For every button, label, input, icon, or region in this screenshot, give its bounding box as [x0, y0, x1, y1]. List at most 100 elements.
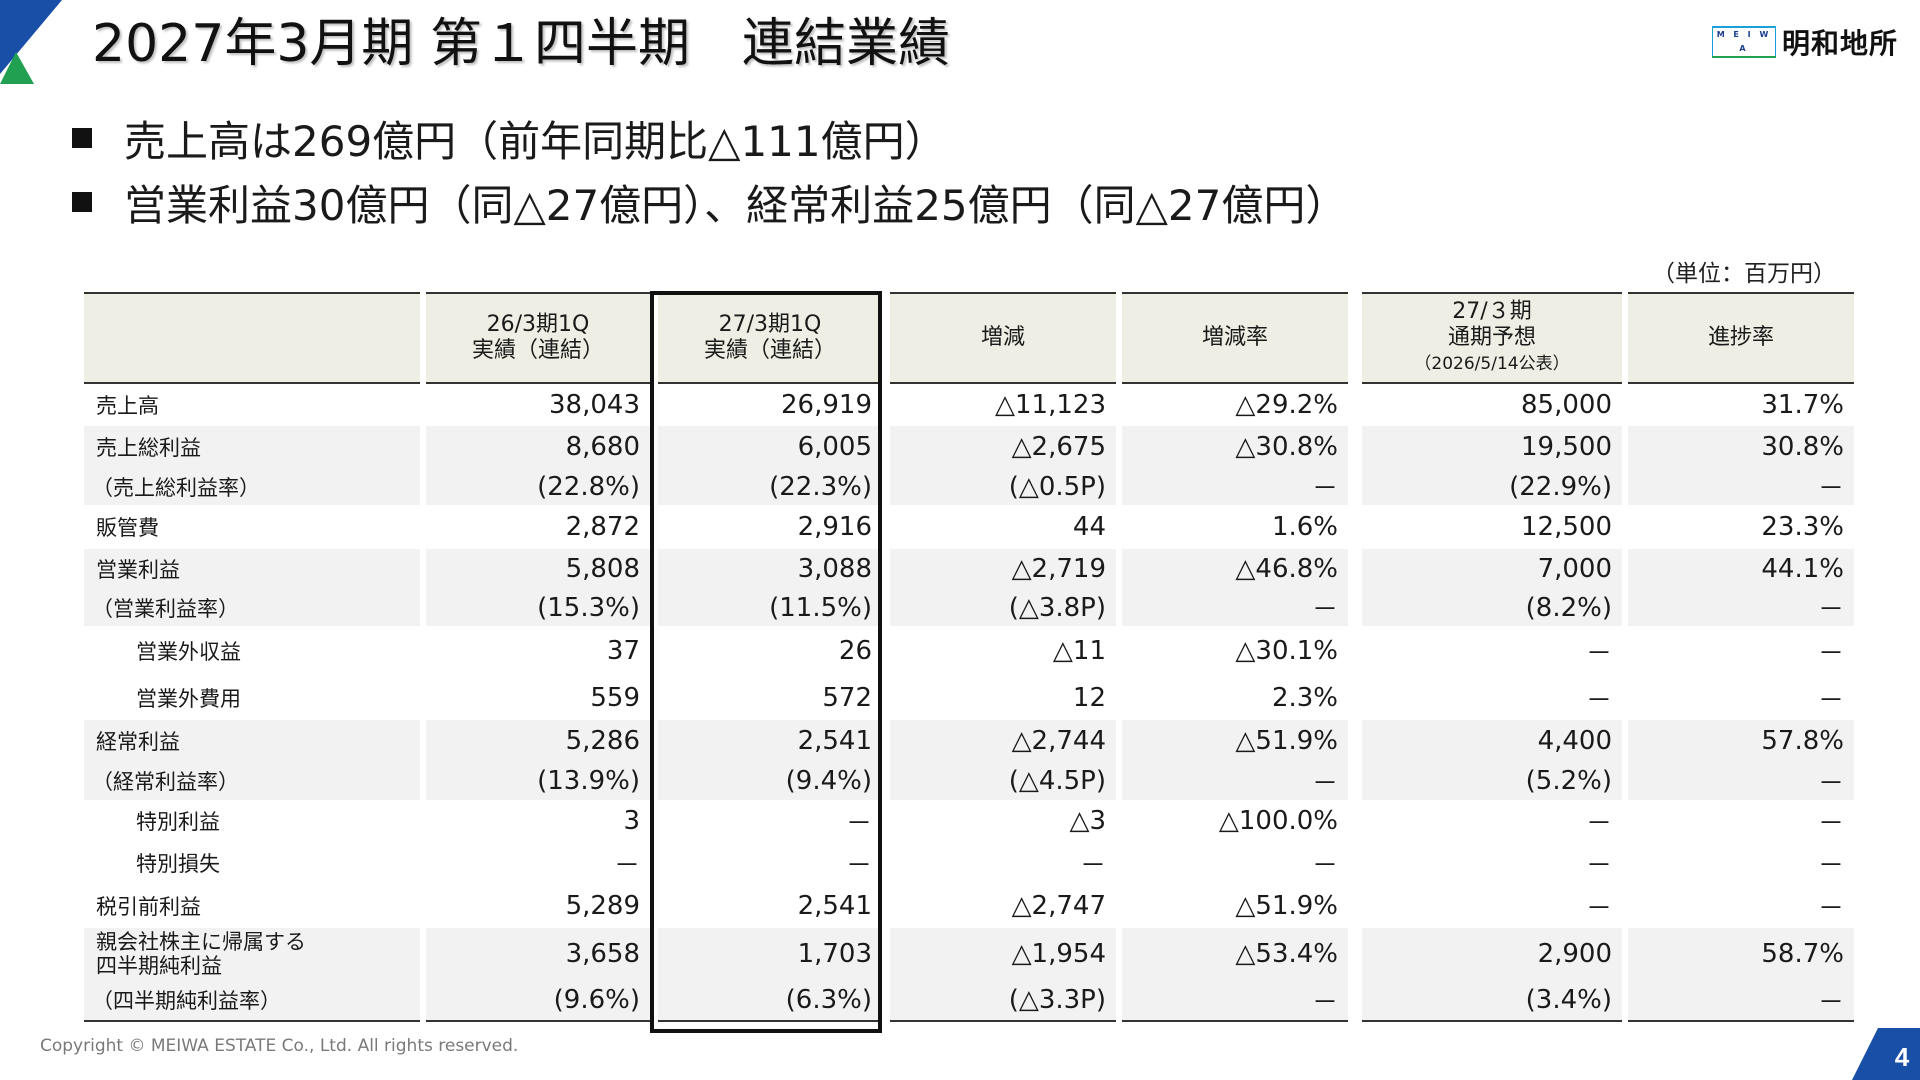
row-label: （営業利益率）	[84, 589, 420, 626]
header-change-rate: 増減率	[1122, 292, 1348, 384]
row-label: 販管費	[96, 516, 159, 540]
table-row: （営業利益率） (15.3%) (11.5%) (△3.8P) － (8.2%) －	[84, 589, 1854, 626]
table-cell: 2,541	[658, 720, 882, 762]
table-cell: △3	[1069, 806, 1106, 836]
corner-decoration	[0, 0, 62, 84]
table-cell: －	[1122, 468, 1348, 505]
table-cell: －	[613, 850, 640, 881]
table-cell: (3.4%)	[1362, 980, 1622, 1022]
table-cell: 12,500	[1521, 512, 1612, 542]
row-label: 特別利益	[136, 810, 220, 834]
table-cell: －	[1585, 638, 1612, 669]
table-cell: 2,900	[1362, 928, 1622, 980]
logo-mark-icon: M E I W A	[1711, 26, 1776, 58]
table-cell: －	[1817, 850, 1844, 881]
table-cell: 5,808	[426, 549, 650, 589]
table-cell: △1,954	[890, 928, 1116, 980]
table-cell: △11,123	[995, 390, 1106, 420]
table-cell: －	[1628, 468, 1854, 505]
table-cell: △51.9%	[1122, 720, 1348, 762]
table-cell: (11.5%)	[658, 589, 882, 626]
table-cell: 7,000	[1362, 549, 1622, 589]
table-cell: －	[1585, 893, 1612, 924]
row-label: 経常利益	[84, 720, 420, 762]
row-label: 売上高	[96, 394, 159, 418]
table-cell: △30.8%	[1122, 426, 1348, 468]
bullet-square-icon	[72, 128, 92, 148]
table-cell: 5,286	[426, 720, 650, 762]
row-label: （売上総利益率）	[84, 468, 420, 505]
table-row: 営業外収益 37 26 △11 △30.1% － －	[84, 626, 1854, 676]
table-cell: －	[845, 808, 872, 839]
table-cell: 38,043	[549, 390, 640, 420]
table-cell: －	[1585, 685, 1612, 716]
table-cell: －	[1628, 980, 1854, 1022]
table-cell: －	[1817, 893, 1844, 924]
table-cell: (9.4%)	[658, 762, 882, 800]
header-blank	[84, 292, 420, 384]
table-row: 税引前利益 5,289 2,541 △2,747 △51.9% － －	[84, 884, 1854, 928]
table-cell: 1.6%	[1271, 512, 1338, 542]
table-cell: －	[1079, 850, 1106, 881]
table-cell: 3	[623, 806, 640, 836]
table-cell: △100.0%	[1218, 806, 1338, 836]
bullet-sales: 売上高は269億円（前年同期比△111億円）	[72, 106, 1347, 170]
table-cell: (15.3%)	[426, 589, 650, 626]
table-cell: 2,916	[797, 512, 872, 542]
company-logo: M E I W A 明和地所	[1711, 24, 1898, 60]
header-forecast: 27/３期 通期予想 （2026/5/14公表）	[1362, 292, 1622, 384]
table-cell: 559	[590, 683, 640, 713]
results-table: 26/3期1Q 実績（連結） 27/3期1Q 実績（連結） 増減 増減率 27/３期…	[84, 292, 1854, 1022]
table-cell: 57.8%	[1628, 720, 1854, 762]
header-progress-rate: 進捗率	[1628, 292, 1854, 384]
table-cell: －	[1628, 762, 1854, 800]
table-cell: 44	[1072, 512, 1106, 542]
table-cell: 3,088	[658, 549, 882, 589]
row-label: 特別損失	[136, 852, 220, 876]
table-cell: －	[1585, 808, 1612, 839]
page-title: 2027年3月期 第１四半期 連結業績	[92, 14, 950, 74]
table-cell: △29.2%	[1235, 390, 1338, 420]
summary-bullets: 売上高は269億円（前年同期比△111億円） 営業利益30億円（同△27億円）、…	[72, 106, 1347, 234]
table-cell: 1,703	[658, 928, 882, 980]
table-cell: －	[1122, 980, 1348, 1022]
table-cell: －	[1311, 850, 1338, 881]
table-cell: 572	[822, 683, 872, 713]
row-label: 税引前利益	[96, 895, 201, 919]
table-cell: 12	[1072, 683, 1106, 713]
table-cell: (△3.3P)	[890, 980, 1116, 1022]
table-cell: (5.2%)	[1362, 762, 1622, 800]
table-cell: 26,919	[781, 390, 872, 420]
table-cell: (22.8%)	[426, 468, 650, 505]
table-cell: (△3.8P)	[890, 589, 1116, 626]
table-cell: 37	[606, 636, 640, 666]
table-cell: －	[1585, 850, 1612, 881]
table-cell: －	[1628, 589, 1854, 626]
table-cell: (8.2%)	[1362, 589, 1622, 626]
table-cell: (22.9%)	[1362, 468, 1622, 505]
table-cell: 30.8%	[1628, 426, 1854, 468]
table-cell: 4,400	[1362, 720, 1622, 762]
table-cell: 31.7%	[1761, 390, 1844, 420]
table-cell: (22.3%)	[658, 468, 882, 505]
bullet-profit: 営業利益30億円（同△27億円）、経常利益25億円（同△27億円）	[72, 170, 1347, 234]
table-cell: 26	[838, 636, 872, 666]
table-cell: (△0.5P)	[890, 468, 1116, 505]
table-cell: 19,500	[1362, 426, 1622, 468]
table-cell: △2,719	[890, 549, 1116, 589]
table-row: 親会社株主に帰属する 四半期純利益 3,658 1,703 △1,954 △53.4%…	[84, 928, 1854, 980]
table-cell: 3,658	[426, 928, 650, 980]
table-cell: －	[1817, 638, 1844, 669]
table-cell: △46.8%	[1122, 549, 1348, 589]
table-cell: 8,680	[426, 426, 650, 468]
row-label: 売上総利益	[84, 426, 420, 468]
table-row: 経常利益 5,286 2,541 △2,744 △51.9% 4,400 57.8%	[84, 720, 1854, 762]
table-header-row: 26/3期1Q 実績（連結） 27/3期1Q 実績（連結） 増減 増減率 27/３期…	[84, 292, 1854, 384]
table-cell: －	[1817, 808, 1844, 839]
table-cell: 44.1%	[1628, 549, 1854, 589]
table-row: （経常利益率） (13.9%) (9.4%) (△4.5P) － (5.2%) －	[84, 762, 1854, 800]
table-row: 売上高 38,043 26,919 △11,123 △29.2% 85,000 31.…	[84, 384, 1854, 426]
page-number-badge: 4	[1852, 1028, 1920, 1080]
table-cell: －	[1817, 685, 1844, 716]
table-cell: △30.1%	[1235, 636, 1338, 666]
